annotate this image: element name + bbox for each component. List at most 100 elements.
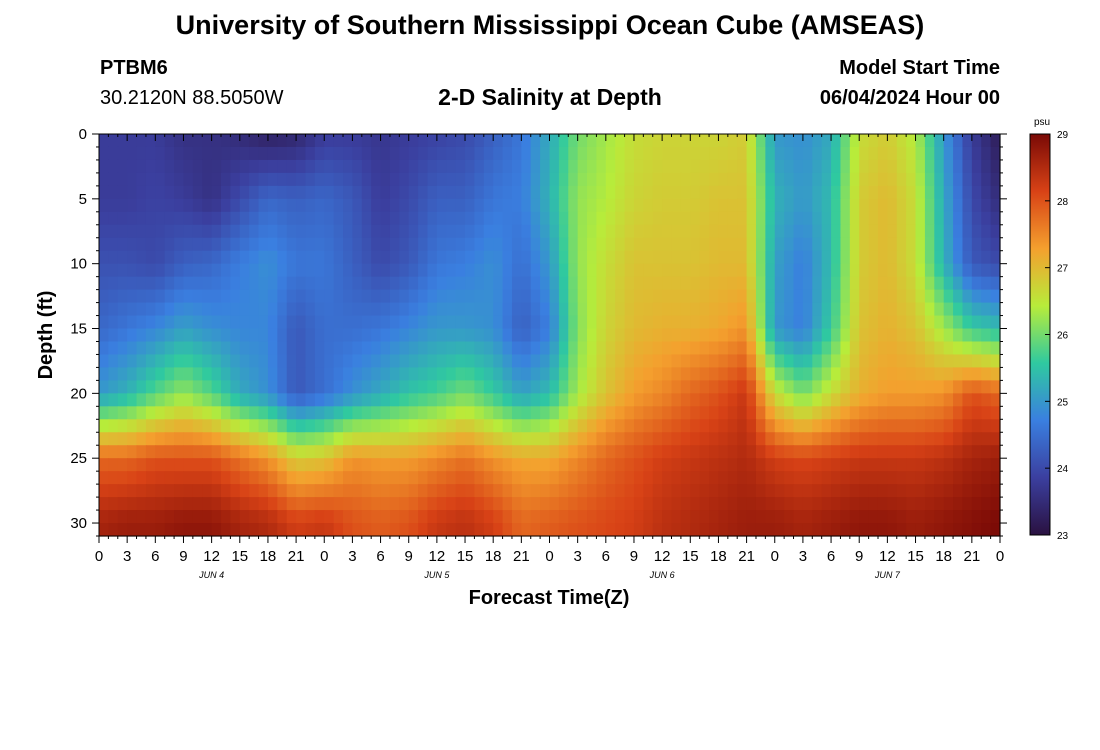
heatmap-cell	[812, 185, 823, 200]
heatmap-cell	[502, 250, 513, 265]
heatmap-cell	[493, 523, 504, 537]
heatmap-cell	[127, 328, 138, 343]
heatmap-cell	[380, 419, 391, 433]
heatmap-cell	[521, 484, 532, 498]
heatmap-cell	[99, 341, 109, 356]
heatmap-cell	[765, 445, 776, 459]
heatmap-cell	[540, 315, 551, 330]
heatmap-cell	[230, 328, 241, 343]
heatmap-cell	[389, 393, 400, 407]
heatmap-cell	[887, 276, 898, 291]
heatmap-cell	[99, 237, 109, 252]
heatmap-cell	[737, 484, 748, 498]
heatmap-cell	[596, 393, 607, 407]
heatmap-cell	[990, 354, 1001, 369]
heatmap-cell	[155, 471, 166, 485]
heatmap-cell	[399, 328, 410, 343]
heatmap-cell	[221, 341, 231, 356]
heatmap-cell	[877, 224, 888, 239]
heatmap-cell	[343, 341, 354, 356]
heatmap-cell	[615, 159, 626, 174]
heatmap-cell	[943, 250, 954, 265]
heatmap-cell	[633, 341, 644, 356]
heatmap-cell	[643, 497, 654, 511]
heatmap-cell	[286, 497, 297, 511]
heatmap-cell	[718, 224, 729, 239]
heatmap-cell	[408, 146, 419, 161]
heatmap-cell	[436, 497, 447, 511]
heatmap-cell	[211, 484, 222, 498]
heatmap-cell	[436, 484, 447, 498]
heatmap-cell	[840, 354, 851, 369]
heatmap-cell	[530, 510, 541, 524]
heatmap-cell	[943, 380, 954, 394]
heatmap-cell	[943, 458, 954, 472]
heatmap-cell	[324, 471, 335, 485]
heatmap-cell	[436, 211, 447, 226]
heatmap-cell	[615, 237, 626, 252]
heatmap-cell	[549, 445, 560, 459]
heatmap-cell	[465, 458, 476, 472]
heatmap-cell	[821, 237, 832, 252]
heatmap-cell	[296, 354, 307, 369]
heatmap-cell	[108, 289, 119, 304]
heatmap-cell	[953, 159, 964, 174]
heatmap-cell	[849, 134, 860, 148]
heatmap-cell	[774, 263, 785, 278]
heatmap-cell	[971, 289, 982, 304]
heatmap-cell	[286, 458, 297, 472]
heatmap-cell	[277, 458, 288, 472]
heatmap-cell	[258, 406, 269, 420]
heatmap-cell	[699, 276, 710, 291]
heatmap-cell	[436, 380, 447, 394]
heatmap-cell	[690, 198, 701, 213]
heatmap-cell	[324, 224, 335, 239]
heatmap-cell	[859, 250, 870, 265]
heatmap-cell	[624, 224, 635, 239]
heatmap-cell	[981, 211, 992, 226]
heatmap-cell	[436, 198, 447, 213]
heatmap-cell	[755, 250, 766, 265]
heatmap-cell	[633, 367, 644, 381]
heatmap-cell	[718, 146, 729, 161]
heatmap-cell	[399, 237, 410, 252]
heatmap-cell	[221, 354, 231, 369]
heatmap-cell	[221, 185, 231, 200]
heatmap-cell	[605, 198, 616, 213]
heatmap-cell	[615, 471, 626, 485]
heatmap-cell	[324, 523, 335, 537]
heatmap-cell	[615, 302, 626, 317]
heatmap-cell	[127, 341, 138, 356]
heatmap-cell	[465, 354, 476, 369]
heatmap-cell	[971, 315, 982, 330]
heatmap-cell	[361, 471, 372, 485]
heatmap-cell	[558, 484, 569, 498]
heatmap-cell	[230, 302, 241, 317]
heatmap-cell	[136, 523, 147, 537]
heatmap-cell	[155, 198, 166, 213]
heatmap-cell	[953, 458, 964, 472]
heatmap-cell	[568, 419, 579, 433]
heatmap-cell	[868, 445, 879, 459]
heatmap-cell	[502, 224, 513, 239]
heatmap-cell	[286, 159, 297, 174]
heatmap-cell	[727, 315, 738, 330]
heatmap-cell	[521, 159, 532, 174]
heatmap-cell	[408, 134, 419, 148]
heatmap-cell	[680, 406, 691, 420]
heatmap-cell	[953, 523, 964, 537]
y-tick-label: 20	[70, 385, 87, 402]
heatmap-cell	[408, 510, 419, 524]
heatmap-cell	[108, 523, 119, 537]
heatmap-cell	[859, 302, 870, 317]
heatmap-cell	[718, 328, 729, 343]
heatmap-cell	[962, 497, 973, 511]
heatmap-cell	[943, 484, 954, 498]
heatmap-cell	[718, 159, 729, 174]
heatmap-cell	[474, 198, 485, 213]
heatmap-cell	[239, 289, 250, 304]
heatmap-cell	[371, 393, 382, 407]
heatmap-cell	[793, 159, 804, 174]
heatmap-cell	[558, 276, 569, 291]
heatmap-cell	[587, 211, 598, 226]
